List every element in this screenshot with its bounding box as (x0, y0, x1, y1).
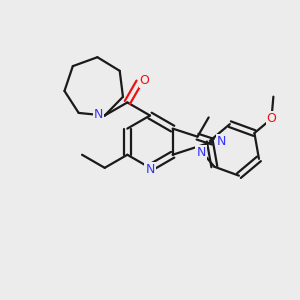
Text: N: N (217, 135, 226, 148)
Text: O: O (140, 74, 149, 87)
Text: O: O (266, 112, 276, 125)
Text: N: N (94, 107, 104, 121)
Text: N: N (145, 163, 155, 176)
Text: N: N (196, 146, 206, 159)
